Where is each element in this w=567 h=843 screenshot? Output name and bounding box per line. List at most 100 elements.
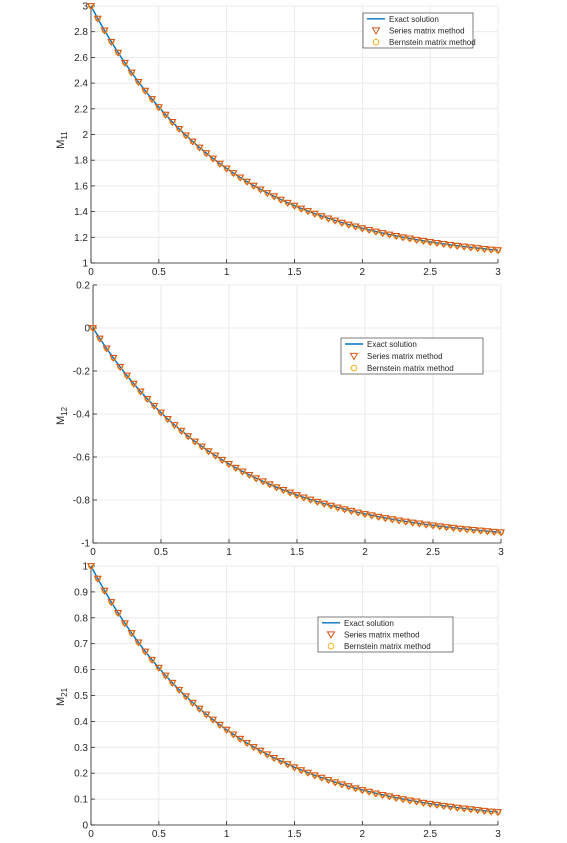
series-point [263, 190, 272, 198]
series-point [422, 521, 431, 529]
legend-swatch-circle [350, 364, 358, 372]
series-point [392, 232, 401, 241]
x-tick-label: 2 [360, 267, 366, 278]
y-tick-label: 2.4 [74, 79, 88, 90]
series-point [270, 193, 279, 201]
series-point [426, 239, 435, 247]
legend-label: Series matrix method [389, 27, 465, 36]
series-point [398, 234, 408, 242]
series-point [378, 792, 387, 800]
series-point [272, 484, 281, 492]
series-point [462, 526, 472, 534]
series-point [215, 160, 224, 168]
series-point [401, 518, 410, 526]
y-tick-label: 0.3 [74, 743, 88, 754]
x-tick-label: 2 [362, 547, 368, 558]
x-tick-label: 0.5 [154, 547, 168, 558]
series-point [360, 511, 370, 519]
series-point [249, 182, 258, 190]
series-line-exact-solution [92, 327, 502, 533]
legend-swatch-triangle [326, 631, 336, 639]
y-tick-label: 0 [84, 324, 90, 335]
series-point [381, 515, 390, 523]
series-point [195, 705, 204, 713]
x-tick-label: 1 [224, 267, 230, 278]
series-point [483, 528, 492, 536]
x-tick-label: 0.5 [152, 829, 166, 840]
series-point [263, 751, 272, 759]
series-point [347, 507, 356, 515]
series-point [100, 27, 109, 35]
series-point [358, 787, 367, 795]
y-tick-label: 1.4 [74, 207, 88, 218]
series-point [313, 498, 322, 506]
series-point [116, 364, 125, 372]
series-point [141, 87, 150, 95]
series-point [93, 15, 102, 23]
series-point [86, 3, 96, 11]
series-point [190, 438, 200, 446]
series-point [127, 69, 136, 77]
series-point [446, 803, 455, 811]
y-tick-label: 0.2 [74, 769, 88, 780]
series-point [388, 516, 397, 524]
series-point [469, 526, 478, 535]
series-point [398, 796, 408, 804]
series-point [460, 805, 469, 813]
series-point [371, 790, 380, 798]
series-point [211, 452, 220, 460]
series-point [473, 807, 482, 815]
x-tick-label: 0 [88, 267, 94, 278]
series-point [154, 664, 163, 672]
series-point [222, 165, 231, 173]
y-tick-label: -0.6 [73, 453, 91, 464]
series-point [351, 785, 360, 793]
legend-swatch-circle [372, 38, 380, 46]
y-tick-label: -1 [81, 539, 90, 550]
series-point [493, 809, 503, 817]
y-tick-label: 2.8 [74, 27, 88, 38]
series-point [365, 226, 374, 235]
series-point [466, 806, 475, 814]
legend-swatch-triangle [371, 27, 381, 35]
series-point [283, 199, 292, 207]
series-point [170, 422, 179, 430]
series-point [88, 325, 98, 333]
series-point [161, 111, 170, 119]
series-point [310, 210, 319, 218]
legend-label: Exact solution [344, 619, 394, 628]
series-point [415, 520, 424, 528]
series-point [168, 119, 177, 127]
series-point [279, 486, 288, 495]
series-point [141, 648, 150, 656]
x-tick-label: 2.5 [426, 547, 440, 558]
series-point [107, 38, 116, 47]
series-point [252, 475, 261, 483]
series-point [168, 679, 177, 688]
series-point [222, 726, 231, 734]
series-point [290, 764, 299, 772]
y-tick-label: 0.5 [74, 691, 88, 702]
series-point [202, 711, 211, 719]
series-point [367, 512, 376, 520]
series-point [337, 219, 347, 227]
legend-box [317, 616, 454, 653]
series-point [120, 620, 129, 628]
legend-label: Series matrix method [367, 352, 443, 361]
series-point [276, 758, 285, 766]
series-point [236, 174, 245, 182]
series-point [432, 801, 442, 810]
series-point [412, 236, 421, 244]
x-tick-label: 1 [224, 829, 230, 840]
series-point [326, 502, 336, 510]
y-tick-label: 1 [82, 259, 88, 270]
series-point [242, 739, 252, 748]
series-point [432, 240, 442, 248]
chart-panel-3: 0 0.5 1 1.5 2 2.5 3 0 0.1 0.2 0.3 0.4 0.5 0.6 0.7 0.8 0.… [55, 562, 503, 840]
y-tick-label: 0.2 [76, 281, 90, 292]
y-tick-label: 0.7 [74, 639, 88, 650]
series-point [236, 735, 245, 743]
series-point [93, 575, 102, 583]
series-point [351, 223, 360, 231]
